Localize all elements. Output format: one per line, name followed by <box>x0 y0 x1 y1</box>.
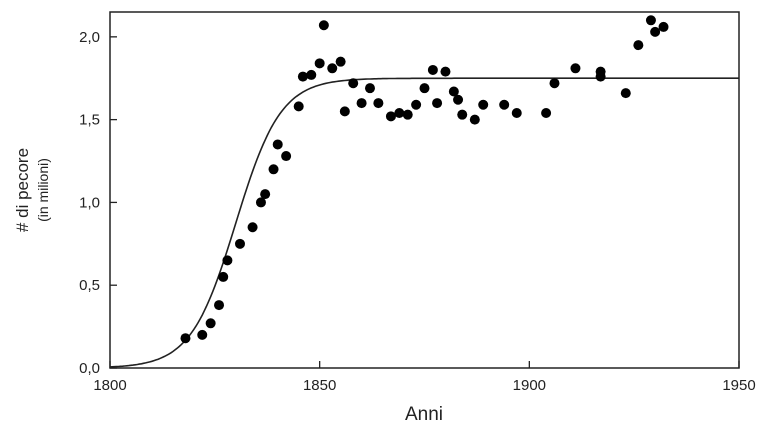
data-point <box>620 88 631 99</box>
data-point <box>427 64 438 75</box>
x-tick-label: 1900 <box>513 377 546 394</box>
data-point <box>570 63 581 74</box>
data-point <box>478 99 489 110</box>
data-point <box>373 98 384 109</box>
y-tick-label: 1,5 <box>79 112 100 129</box>
data-point <box>549 78 560 89</box>
y-axis-ticks: 0,0 0,5 1,0 1,5 2,0 <box>79 29 117 377</box>
data-point <box>314 58 325 69</box>
data-point <box>306 69 317 80</box>
data-point <box>453 94 464 105</box>
data-point <box>432 98 443 109</box>
data-point <box>448 86 459 97</box>
data-points <box>180 15 669 344</box>
data-point <box>364 83 375 94</box>
data-point <box>260 189 271 200</box>
data-point <box>327 63 338 74</box>
data-point <box>335 56 346 67</box>
data-point <box>411 99 422 110</box>
data-point <box>440 66 451 77</box>
y-axis-label: # di pecore <box>13 148 32 232</box>
data-point <box>218 271 229 282</box>
data-point <box>645 15 656 26</box>
data-point <box>394 108 405 119</box>
data-point <box>197 329 208 340</box>
data-point <box>402 109 413 120</box>
data-point <box>511 108 522 119</box>
fit-curve <box>109 77 739 368</box>
data-point <box>595 71 606 82</box>
y-tick-label: 2,0 <box>79 29 100 46</box>
data-point <box>281 151 292 162</box>
x-tick-label: 1950 <box>722 377 755 394</box>
data-point <box>633 40 644 51</box>
x-tick-label: 1800 <box>93 377 126 394</box>
data-point <box>318 20 329 31</box>
data-point <box>180 333 191 344</box>
data-point <box>268 164 279 175</box>
data-point <box>385 111 396 122</box>
y-tick-label: 1,0 <box>79 194 100 211</box>
x-tick-label: 1850 <box>303 377 336 394</box>
data-point <box>356 98 367 109</box>
data-point <box>293 101 304 112</box>
plot-frame <box>109 11 740 369</box>
data-point <box>499 99 510 110</box>
data-point <box>222 255 233 266</box>
data-point <box>658 21 669 32</box>
data-point <box>255 197 266 208</box>
data-point <box>234 238 245 249</box>
data-point <box>214 300 225 311</box>
data-point <box>541 108 552 119</box>
y-tick-label: 0,5 <box>79 277 100 294</box>
data-point <box>469 114 480 125</box>
data-point <box>650 26 661 37</box>
data-point <box>272 139 283 150</box>
data-point <box>205 318 216 329</box>
y-axis-sublabel: (in milioni) <box>35 158 51 222</box>
data-point <box>348 78 359 89</box>
data-point <box>339 106 350 117</box>
data-point <box>457 109 468 120</box>
data-point <box>247 222 258 233</box>
x-axis-ticks: 1800 1850 1900 1950 <box>93 361 756 394</box>
data-point <box>297 71 308 82</box>
data-point <box>419 83 430 94</box>
x-axis-label: Anni <box>405 404 443 425</box>
y-tick-label: 0,0 <box>79 360 100 377</box>
